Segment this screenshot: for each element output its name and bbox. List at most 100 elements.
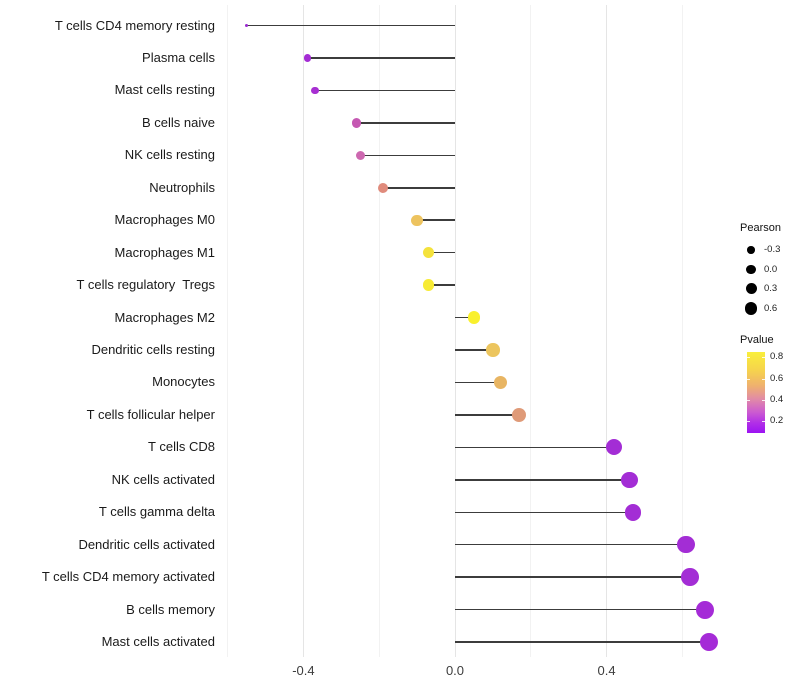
stem-line: [428, 284, 455, 286]
legend-size-key: [740, 283, 762, 295]
pvalue-gradient-bar: [747, 352, 765, 433]
legend-size-key: [740, 246, 762, 254]
category-label: Dendritic cells activated: [78, 536, 215, 552]
stem-line: [307, 57, 455, 59]
gridline-minor: [530, 5, 532, 657]
stem-line: [246, 24, 455, 27]
gradient-tick-right: [762, 421, 765, 422]
legend-size-key: [740, 302, 762, 315]
data-point: [377, 182, 389, 193]
data-point: [422, 246, 435, 259]
data-point: [486, 343, 500, 357]
gradient-tick-label: 0.8: [770, 351, 784, 362]
category-label: Dendritic cells resting: [91, 342, 215, 357]
category-label: NK cells activated: [111, 471, 215, 487]
data-point: [244, 23, 249, 28]
gradient-tick-label: 0.4: [770, 394, 784, 405]
category-label: T cells CD4 memory resting: [54, 17, 215, 33]
legend-pvalue: Pvalue 0.8 0.6 0.4 0.2: [740, 334, 800, 433]
data-point: [696, 600, 715, 619]
data-point: [624, 503, 642, 521]
stem-line: [455, 446, 615, 449]
category-label: Macrophages M0: [114, 212, 215, 228]
legend-size-entry: -0.3: [740, 240, 800, 260]
data-point: [303, 54, 311, 62]
gradient-tick-label: 0.2: [770, 415, 784, 426]
stem-line: [382, 187, 455, 189]
data-point: [512, 407, 527, 422]
gradient-tick-label: 0.6: [770, 372, 784, 384]
data-point: [467, 311, 481, 324]
data-point: [411, 214, 423, 226]
data-point: [699, 633, 718, 652]
gradient-tick-right: [762, 400, 765, 401]
category-label: Plasma cells: [142, 49, 215, 65]
stem-line: [455, 641, 709, 643]
stem-line: [417, 219, 455, 221]
gradient-tick-left: [747, 357, 750, 358]
stem-line: [455, 608, 706, 611]
stem-line: [314, 89, 455, 92]
category-label: T cells follicular helper: [86, 406, 215, 422]
stem-line: [455, 381, 501, 384]
legend-pearson-entries: -0.3 0.0 0.3 0.6: [740, 240, 800, 318]
data-point: [493, 375, 508, 390]
data-point: [351, 118, 362, 128]
category-label: NK cells resting: [124, 147, 215, 163]
gradient-tick-left: [747, 400, 750, 401]
data-point: [422, 279, 435, 291]
category-label: B cells naive: [142, 114, 215, 130]
legend-size-label: 0.3: [764, 283, 778, 295]
gridline-minor: [681, 5, 683, 657]
legend-size-label: 0.0: [764, 263, 778, 275]
legend-pearson-title: Pearson: [740, 222, 781, 234]
category-label: T cells gamma delta: [98, 504, 215, 520]
gridline-major: [302, 5, 304, 657]
data-point: [355, 150, 365, 161]
category-label: Neutrophils: [149, 179, 215, 195]
legend-size-key: [740, 264, 762, 274]
legend-size-entry: 0.6: [740, 299, 800, 319]
category-label: T cells CD8: [148, 439, 215, 455]
stem-line: [455, 543, 687, 546]
stem-line: [455, 316, 474, 319]
category-label: T cells regulatory Tregs: [76, 277, 215, 293]
stem-line: [455, 414, 520, 416]
stem-line: [455, 511, 634, 513]
x-tick-label: 0.4: [597, 663, 616, 678]
category-label: Macrophages M1: [114, 244, 215, 260]
category-label: Mast cells resting: [114, 82, 215, 98]
category-label: Monocytes: [152, 374, 215, 390]
category-label: Macrophages M2: [114, 309, 215, 325]
stem-line: [356, 122, 455, 124]
legend-size-label: -0.3: [764, 244, 781, 256]
gridline-minor: [227, 5, 229, 657]
legend-size-entry: 0.3: [740, 279, 800, 299]
legend-size-label: 0.6: [764, 302, 778, 314]
gridline-major: [454, 5, 456, 657]
gradient-tick-right: [762, 357, 765, 358]
category-label: Mast cells activated: [101, 634, 215, 650]
data-point: [310, 86, 319, 95]
gridline-minor: [378, 5, 380, 657]
gradient-tick-left: [747, 378, 750, 380]
gridline-major: [606, 5, 608, 657]
legend-size-dot: [744, 302, 758, 315]
x-tick-label: -0.4: [292, 663, 315, 678]
legend-size-dot: [746, 264, 756, 274]
category-label: T cells CD4 memory activated: [41, 569, 215, 585]
legend-size-dot: [745, 283, 757, 295]
legend-pearson: Pearson -0.3 0.0 0.3 0.6: [740, 222, 800, 318]
data-point: [606, 439, 623, 456]
stem-line: [455, 479, 630, 481]
category-label: B cells memory: [126, 601, 215, 617]
gradient-tick-right: [762, 378, 765, 380]
legend-pvalue-title: Pvalue: [740, 334, 774, 346]
data-point: [681, 568, 699, 586]
x-tick-label: 0.0: [445, 663, 465, 678]
legend-size-dot: [747, 246, 755, 254]
data-point: [677, 535, 695, 554]
stem-line: [428, 251, 455, 254]
data-point: [621, 471, 638, 488]
